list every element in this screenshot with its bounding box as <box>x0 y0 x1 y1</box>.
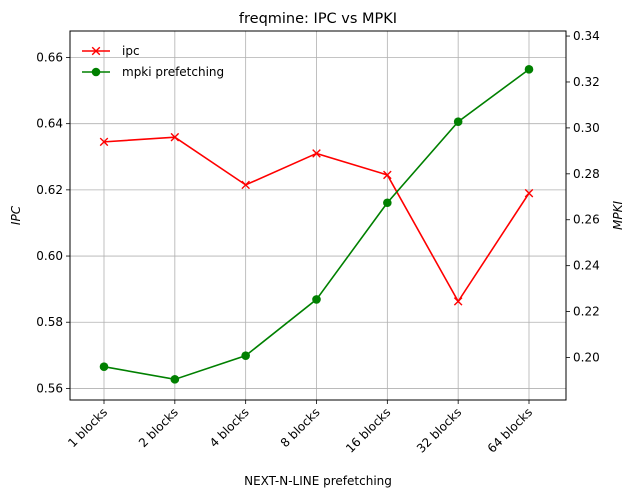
left-y-tick-label: 0.66 <box>36 50 63 64</box>
legend: ipc mpki prefetching <box>82 44 224 79</box>
x-tick-label: 16 blocks <box>343 405 393 455</box>
right-y-axis-label: MPKI <box>611 201 625 230</box>
data-point <box>524 65 534 74</box>
legend-label: mpki prefetching <box>122 65 224 79</box>
right-y-tick-label: 0.22 <box>573 305 600 319</box>
legend-entry: mpki prefetching <box>82 65 224 79</box>
left-y-axis-ticks: 0.56 0.58 0.60 0.62 0.64 0.66 <box>36 50 70 395</box>
left-y-tick-label: 0.58 <box>36 315 63 329</box>
legend-label: ipc <box>122 44 140 58</box>
right-y-tick-label: 0.26 <box>573 213 600 227</box>
right-y-tick-label: 0.34 <box>573 29 600 43</box>
x-tick-label: 8 blocks <box>278 405 323 450</box>
x-axis-label: NEXT-N-LINE prefetching <box>244 474 392 488</box>
data-point <box>241 180 250 190</box>
right-y-axis-ticks: 0.20 0.22 0.24 0.26 0.28 0.30 0.32 0.34 <box>566 29 600 365</box>
data-point <box>453 297 463 306</box>
x-tick-label: 4 blocks <box>207 405 252 450</box>
data-point <box>312 295 321 304</box>
left-y-axis-label: IPC <box>9 205 23 225</box>
right-y-tick-label: 0.28 <box>573 167 600 181</box>
right-y-tick-label: 0.20 <box>573 351 600 365</box>
plot-frame <box>69 30 567 401</box>
left-y-tick-label: 0.64 <box>36 117 63 131</box>
data-point <box>170 132 180 142</box>
x-tick-label: 1 blocks <box>65 405 110 450</box>
left-y-tick-label: 0.62 <box>36 183 63 197</box>
chart-title: freqmine: IPC vs MPKI <box>239 11 397 27</box>
x-tick-label: 64 blocks <box>485 405 535 455</box>
grid <box>70 31 566 400</box>
series-layer <box>99 65 534 384</box>
data-point <box>241 351 250 360</box>
left-y-tick-label: 0.56 <box>36 381 63 395</box>
data-point <box>312 149 321 158</box>
legend-entry: ipc <box>82 44 140 58</box>
left-y-tick-label: 0.60 <box>36 249 63 263</box>
data-point <box>383 170 392 180</box>
data-point <box>99 137 109 147</box>
data-point <box>383 198 392 208</box>
data-point <box>170 375 180 384</box>
right-y-tick-label: 0.32 <box>573 75 600 89</box>
x-tick-label: 32 blocks <box>414 405 464 455</box>
data-point <box>524 188 534 198</box>
right-y-tick-label: 0.24 <box>573 259 600 273</box>
right-y-tick-label: 0.30 <box>573 121 600 135</box>
x-tick-label: 2 blocks <box>136 405 181 450</box>
data-point <box>453 117 463 127</box>
data-point <box>99 362 109 372</box>
x-axis-ticks: 1 blocks 2 blocks 4 blocks 8 blocks 16 block… <box>65 400 535 456</box>
